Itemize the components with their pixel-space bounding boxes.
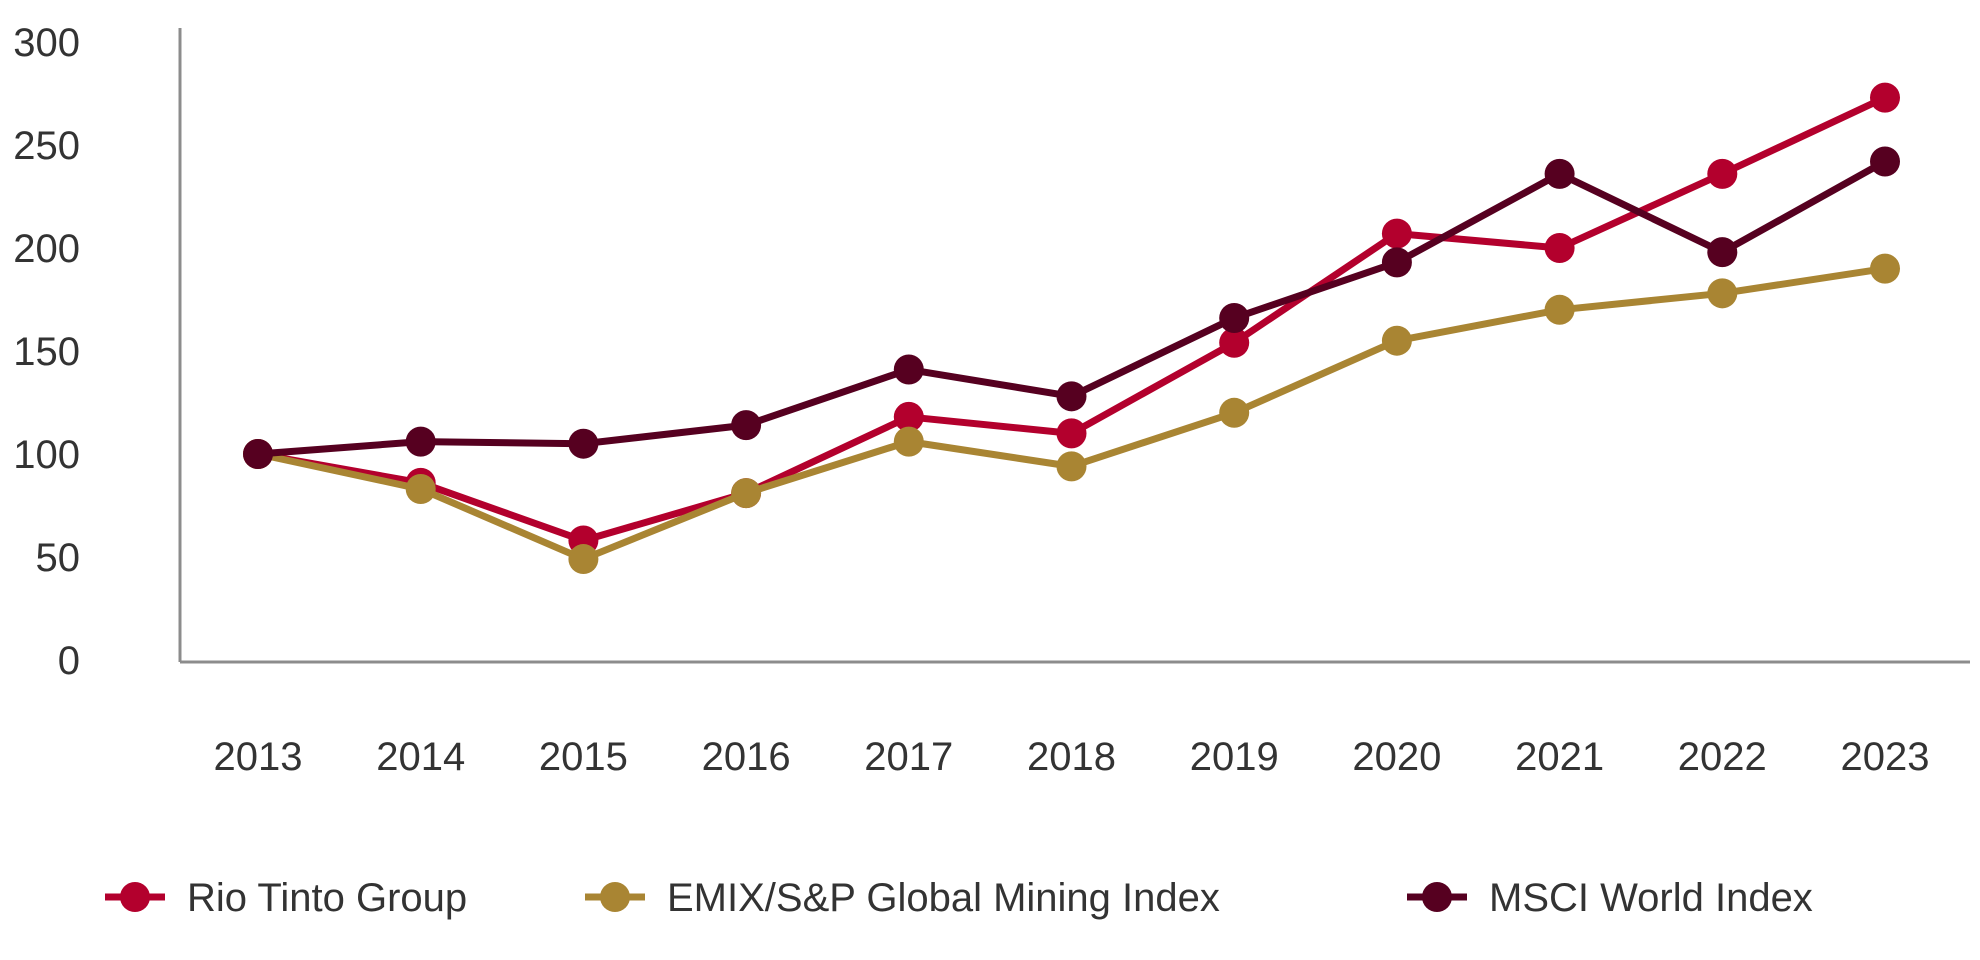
data-point <box>1870 253 1900 284</box>
y-tick-label: 100 <box>13 433 80 477</box>
legend-marker <box>120 882 150 912</box>
data-point <box>405 426 436 457</box>
x-tick-label: 2016 <box>702 735 791 779</box>
data-point <box>1544 294 1575 325</box>
legend-label: MSCI World Index <box>1489 876 1813 920</box>
data-point <box>243 439 273 469</box>
x-tick-label: 2014 <box>376 735 465 779</box>
legend: Rio Tinto Group EMIX/S&P Global Mining In… <box>105 876 1813 920</box>
axes: 0 50 100 150 200 250 300 2013 2014 2015 2016 2017 20… <box>13 21 1970 779</box>
legend-item: EMIX/S&P Global Mining Index <box>585 876 1220 920</box>
y-tick-label: 0 <box>58 639 80 683</box>
series-group <box>243 82 1900 575</box>
y-tick-label: 250 <box>13 124 80 168</box>
legend-label: Rio Tinto Group <box>187 876 467 920</box>
x-tick-label: 2020 <box>1352 735 1441 779</box>
x-tick-label: 2013 <box>214 735 303 779</box>
data-point <box>1707 237 1738 268</box>
series-3 <box>243 146 1900 469</box>
data-point <box>1381 325 1412 356</box>
data-point <box>1707 158 1738 189</box>
data-point <box>1219 303 1250 334</box>
data-point <box>1056 381 1087 412</box>
data-point <box>893 401 924 432</box>
legend-item: MSCI World Index <box>1407 876 1813 920</box>
x-tick-label: 2018 <box>1027 735 1116 779</box>
legend-marker <box>600 882 630 912</box>
series-line <box>257 265 1886 563</box>
y-tick-label: 200 <box>13 227 80 271</box>
y-tick-label: 300 <box>13 21 80 65</box>
data-point <box>1219 327 1250 358</box>
data-point <box>731 478 762 509</box>
y-tick-label: 50 <box>36 536 81 580</box>
data-point <box>893 354 924 385</box>
y-tick-label: 150 <box>13 330 80 374</box>
data-point <box>1707 278 1738 309</box>
data-point <box>1544 158 1575 189</box>
data-point <box>405 474 436 505</box>
data-point <box>1381 247 1412 278</box>
data-point <box>1544 233 1575 263</box>
legend-item: Rio Tinto Group <box>105 876 467 920</box>
legend-marker <box>1422 882 1452 912</box>
data-point <box>568 544 599 575</box>
x-tick-label: 2019 <box>1190 735 1279 779</box>
series-2 <box>243 253 1900 575</box>
x-tick-label: 2015 <box>539 735 628 779</box>
x-tick-label: 2017 <box>864 735 953 779</box>
series-1 <box>243 82 1900 556</box>
data-point <box>1381 218 1412 249</box>
data-point <box>731 410 762 441</box>
data-point <box>893 426 924 457</box>
data-point <box>1056 418 1087 449</box>
data-point <box>568 428 599 459</box>
x-tick-label: 2022 <box>1678 735 1767 779</box>
data-point <box>1870 146 1900 177</box>
x-tick-label: 2023 <box>1841 735 1930 779</box>
data-point <box>1870 82 1900 113</box>
data-point <box>1056 451 1087 482</box>
legend-label: EMIX/S&P Global Mining Index <box>667 876 1220 920</box>
x-tick-label: 2021 <box>1515 735 1604 779</box>
data-point <box>1219 397 1250 428</box>
